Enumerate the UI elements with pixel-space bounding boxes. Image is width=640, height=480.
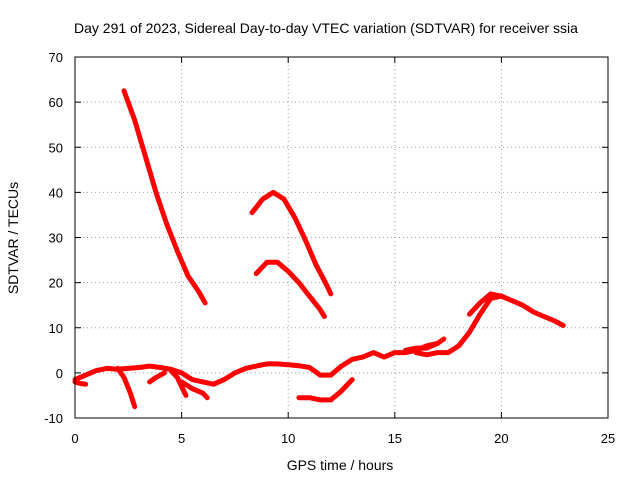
series-arc-3	[115, 365, 138, 410]
x-tick-label: 20	[494, 431, 508, 446]
y-tick-label: 50	[49, 140, 63, 155]
plot-frame	[74, 56, 609, 419]
x-tick-label: 5	[178, 431, 185, 446]
series-arc-14	[466, 291, 504, 317]
series-arc-2	[72, 379, 89, 387]
y-tick-label: 40	[49, 185, 63, 200]
series-arc-7	[121, 88, 208, 306]
x-tick-label: 10	[281, 431, 295, 446]
x-tick-label: 15	[388, 431, 402, 446]
series-arc-6	[179, 379, 210, 401]
x-tick-label: 0	[71, 431, 78, 446]
y-tick-label: -10	[44, 411, 63, 426]
series-arc-12	[403, 336, 447, 353]
y-tick-label: 0	[56, 366, 63, 381]
series-arc-1	[72, 361, 334, 387]
series-arc-8	[249, 189, 334, 297]
series-arc-4	[147, 370, 167, 385]
series-arc-13	[413, 293, 566, 358]
y-axis-label: SDTVAR / TECUs	[5, 182, 21, 294]
chart-title: Day 291 of 2023, Sidereal Day-to-day VTE…	[74, 20, 578, 36]
axes: 0 5 10 15 20 25 -10 0 10 20 30 40 50 60 70	[44, 50, 615, 446]
series-arc-9	[253, 259, 327, 319]
plot-series	[72, 88, 566, 410]
x-tick-label: 25	[601, 431, 615, 446]
series-arc-10	[296, 377, 355, 403]
x-axis-label: GPS time / hours	[287, 457, 394, 473]
y-tick-label: 10	[49, 321, 63, 336]
y-tick-label: 30	[49, 231, 63, 246]
y-tick-label: 20	[49, 276, 63, 291]
y-tick-label: 70	[49, 50, 63, 65]
y-tick-label: 60	[49, 95, 63, 110]
